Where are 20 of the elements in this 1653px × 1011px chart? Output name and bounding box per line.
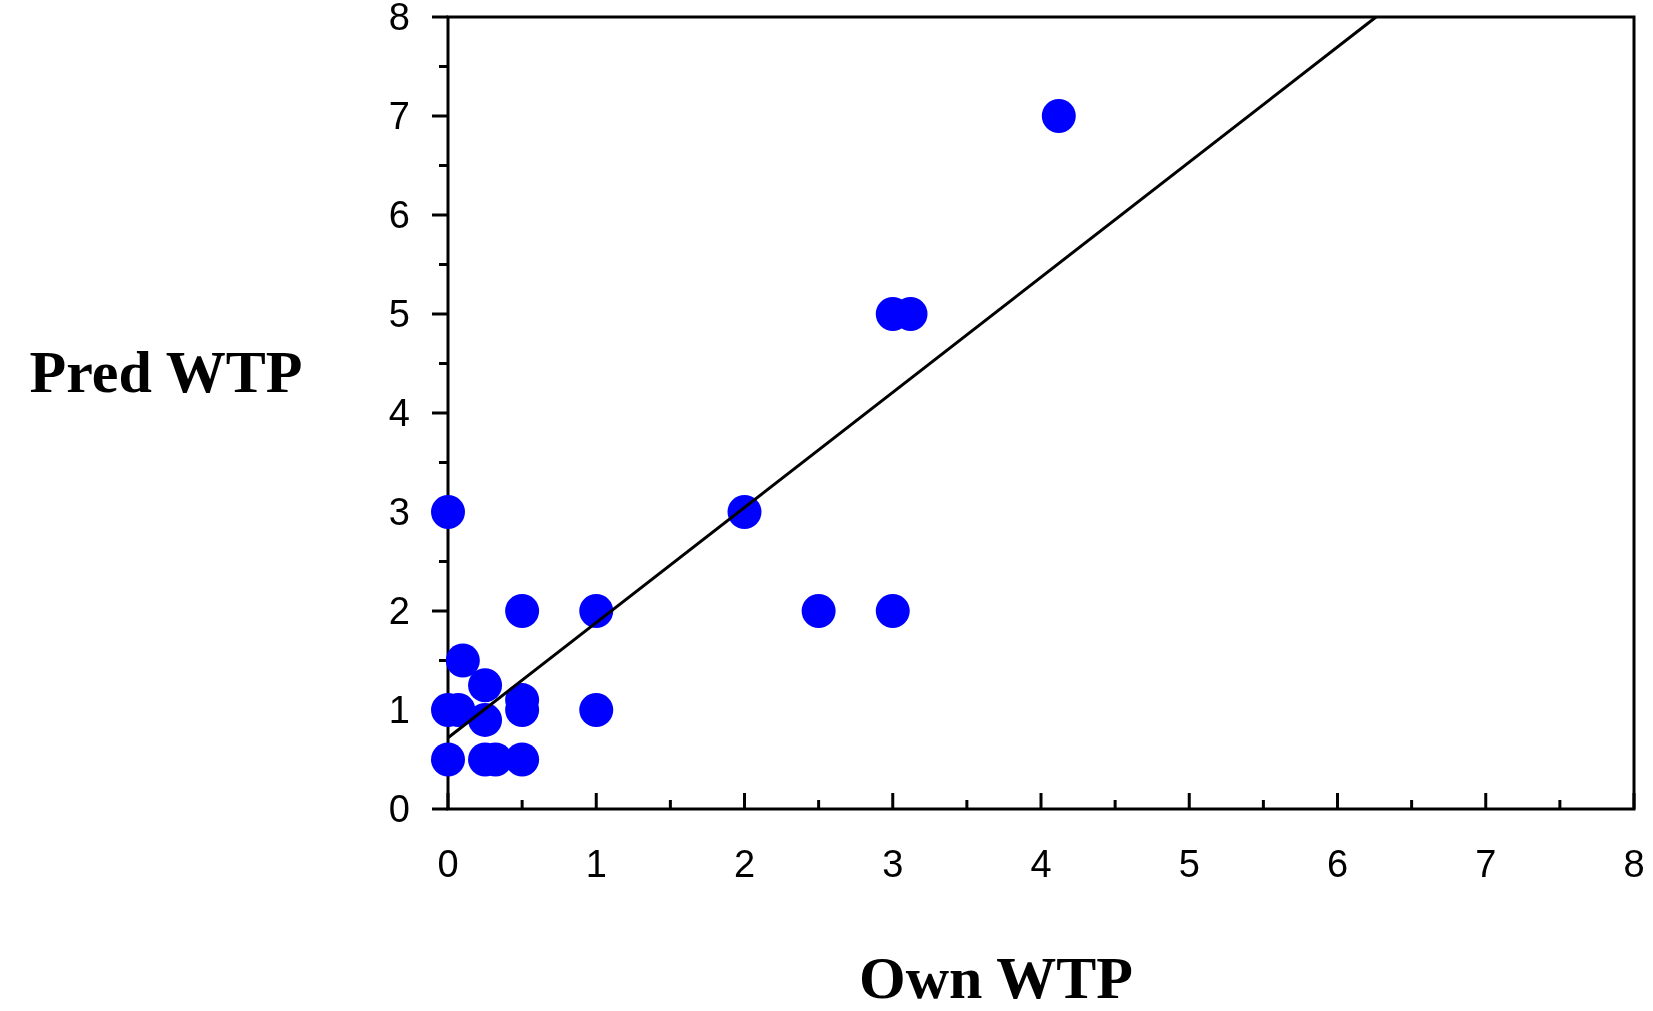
y-tick-label: 2 [388, 590, 410, 632]
x-tick-label: 4 [1030, 843, 1052, 885]
x-tick-label: 8 [1623, 843, 1645, 885]
x-tick-label: 6 [1326, 843, 1349, 885]
y-tick-label: 8 [388, 0, 410, 38]
y-tick-label: 5 [388, 293, 410, 335]
y-tick-label: 6 [388, 194, 410, 236]
y-tick-label: 1 [388, 689, 410, 731]
y-tick-label: 0 [388, 788, 410, 830]
y-tick-label: 4 [388, 392, 410, 434]
x-tick-label: 3 [882, 843, 904, 885]
x-tick-label: 1 [585, 843, 607, 885]
x-tick-label: 2 [733, 843, 756, 885]
y-tick-label: 3 [388, 491, 410, 533]
x-tick-label: 0 [437, 843, 459, 885]
x-tick-label: 5 [1178, 843, 1200, 885]
x-tick-label: 7 [1475, 843, 1497, 885]
x-axis-title: Own WTP [859, 945, 1133, 1011]
y-axis-title: Pred WTP [29, 339, 303, 405]
y-tick-label: 7 [388, 95, 410, 137]
